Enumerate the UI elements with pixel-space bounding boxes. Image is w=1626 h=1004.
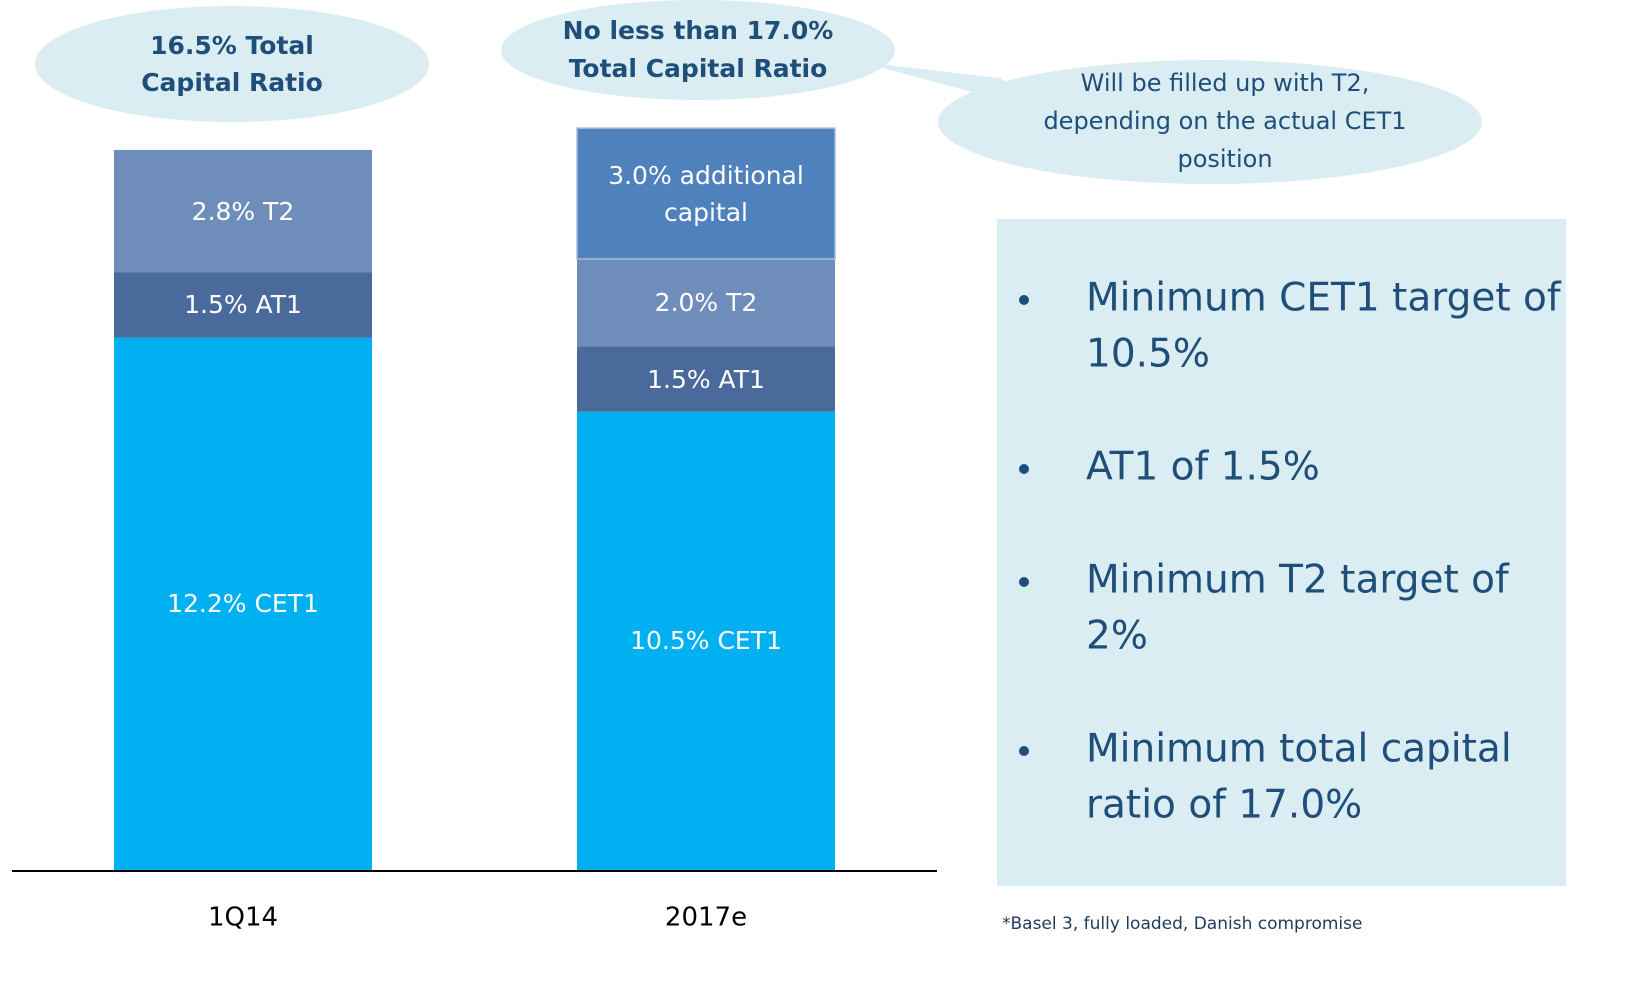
bullet-text: Minimum T2 target of	[1086, 558, 1510, 603]
callout-bubble	[501, 0, 895, 100]
page: 1Q14 2017e 16.5% Total Capital Ratio No less…	[0, 0, 1626, 1004]
segment-label: 1.5% AT1	[577, 346, 835, 411]
x-tick-label: 1Q14	[208, 903, 278, 933]
bullet-dot	[1019, 577, 1029, 587]
bullet-dot	[1019, 464, 1029, 474]
callout-text: position	[1177, 145, 1272, 173]
bullet-text: Minimum CET1 target of	[1086, 276, 1562, 321]
callout-text: No less than 17.0%	[563, 16, 834, 45]
segment-label: 1.5% AT1	[114, 272, 372, 337]
callout-text: Capital Ratio	[141, 68, 323, 97]
segment-label: 10.5% CET1	[577, 412, 835, 870]
x-tick-label: 2017e	[665, 903, 747, 933]
bullet-text: 2%	[1086, 614, 1148, 659]
segment-label: 2.8% T2	[114, 150, 372, 272]
callout-text: depending on the actual CET1	[1043, 107, 1406, 135]
callout-text: Will be filled up with T2,	[1081, 69, 1370, 97]
callout-text: Total Capital Ratio	[569, 54, 828, 83]
segment-label: 12.2% CET1	[114, 338, 372, 870]
footnote: *Basel 3, fully loaded, Danish compromis…	[1002, 914, 1362, 934]
bullet-text: AT1 of 1.5%	[1086, 445, 1320, 490]
bullet-dot	[1019, 295, 1029, 305]
bullet-text: 10.5%	[1086, 332, 1210, 377]
bullet-text: ratio of 17.0%	[1086, 783, 1362, 828]
segment-label: 3.0% additional capital	[577, 128, 835, 259]
callout-bubble	[35, 6, 429, 122]
bullet-text: Minimum total capital	[1086, 727, 1512, 772]
callout-text: 16.5% Total	[150, 31, 314, 60]
bullet-dot	[1019, 746, 1029, 756]
segment-label: 2.0% T2	[577, 259, 835, 346]
